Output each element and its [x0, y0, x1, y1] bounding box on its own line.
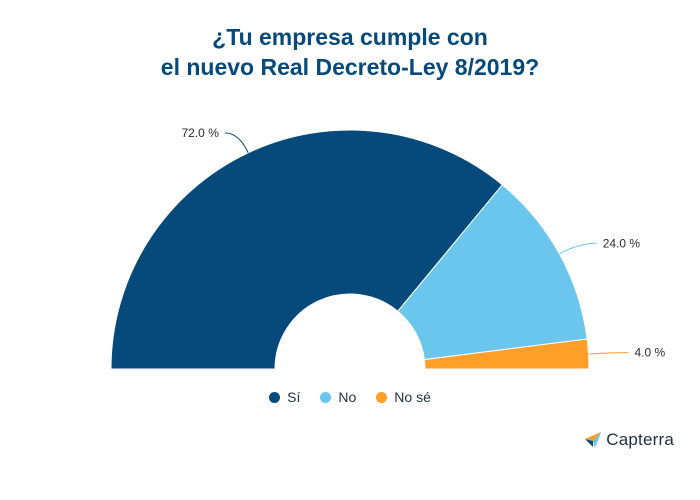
legend-item-si[interactable]: Sí — [269, 389, 300, 405]
slice-no-se[interactable] — [423, 338, 590, 370]
capterra-arrow-icon — [585, 432, 602, 448]
chart-title: ¿Tu empresa cumple con el nuevo Real Dec… — [0, 22, 700, 82]
legend-label-no-se: No sé — [394, 389, 431, 405]
chart-title-line-1: ¿Tu empresa cumple con — [212, 24, 488, 50]
labels-group: 72.0 % 24.0 % 4.0 % — [182, 126, 666, 360]
data-label-si: 72.0 % — [182, 126, 220, 140]
data-label-no: 24.0 % — [603, 236, 641, 250]
legend-label-si: Sí — [287, 389, 301, 405]
slice-si[interactable] — [110, 129, 504, 370]
legend-swatch-no-se — [376, 391, 388, 403]
legend-item-no-se[interactable]: No sé — [376, 389, 431, 405]
legend-swatch-si — [269, 391, 281, 403]
slices-group — [110, 129, 590, 370]
legend: Sí No No sé — [0, 389, 700, 405]
leader-line-no-se — [588, 352, 629, 355]
leader-line-si — [224, 132, 249, 153]
slice-no[interactable] — [397, 184, 588, 361]
capterra-logo-text: Capterra — [606, 430, 674, 449]
chart-title-line-2: el nuevo Real Decreto-Ley 8/2019? — [160, 54, 540, 80]
legend-label-no: No — [338, 389, 357, 405]
legend-swatch-no — [320, 391, 332, 403]
data-label-no-se: 4.0 % — [634, 346, 665, 360]
legend-item-no[interactable]: No — [320, 389, 356, 405]
capterra-logo: Capterra — [584, 430, 674, 450]
leader-line-no — [559, 242, 597, 255]
